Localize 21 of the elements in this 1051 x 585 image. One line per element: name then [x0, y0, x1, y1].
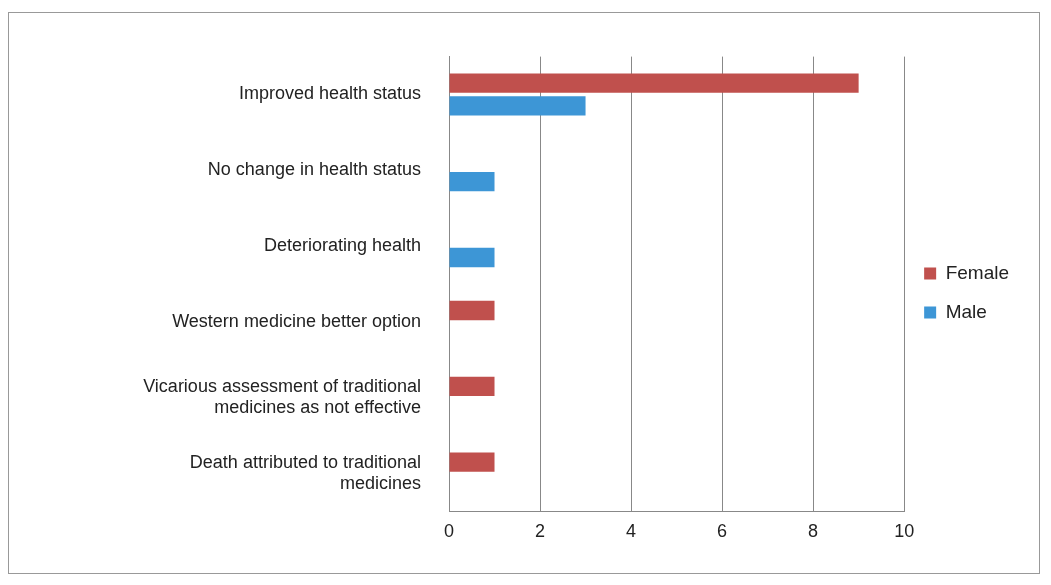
x-tick-label: 0 [443, 521, 455, 542]
bar [449, 376, 495, 396]
legend-label: Male [945, 300, 987, 322]
x-tick-label: 4 [626, 521, 637, 542]
x-tick-label: 6 [717, 521, 728, 542]
legend-label: Female [945, 261, 1009, 283]
bar [449, 300, 495, 321]
y-tick-label: No change in health status [207, 159, 421, 180]
bar [449, 73, 859, 93]
y-tick-label: Deteriorating health [263, 235, 421, 256]
y-tick-label: Death attributed to traditional medicines [189, 451, 421, 494]
bar [449, 96, 586, 116]
x-tick-label: 8 [808, 521, 819, 542]
bar [449, 172, 495, 192]
y-tick-label: Improved health status [238, 83, 421, 104]
y-tick-label: Vicarious assessment of traditional medicines as not effective [143, 375, 421, 418]
bar [449, 247, 495, 268]
y-tick-label: Western medicine better option [172, 310, 421, 331]
x-tick-label: 10 [894, 521, 915, 542]
bar [449, 452, 495, 472]
x-tick-label: 2 [535, 521, 546, 542]
